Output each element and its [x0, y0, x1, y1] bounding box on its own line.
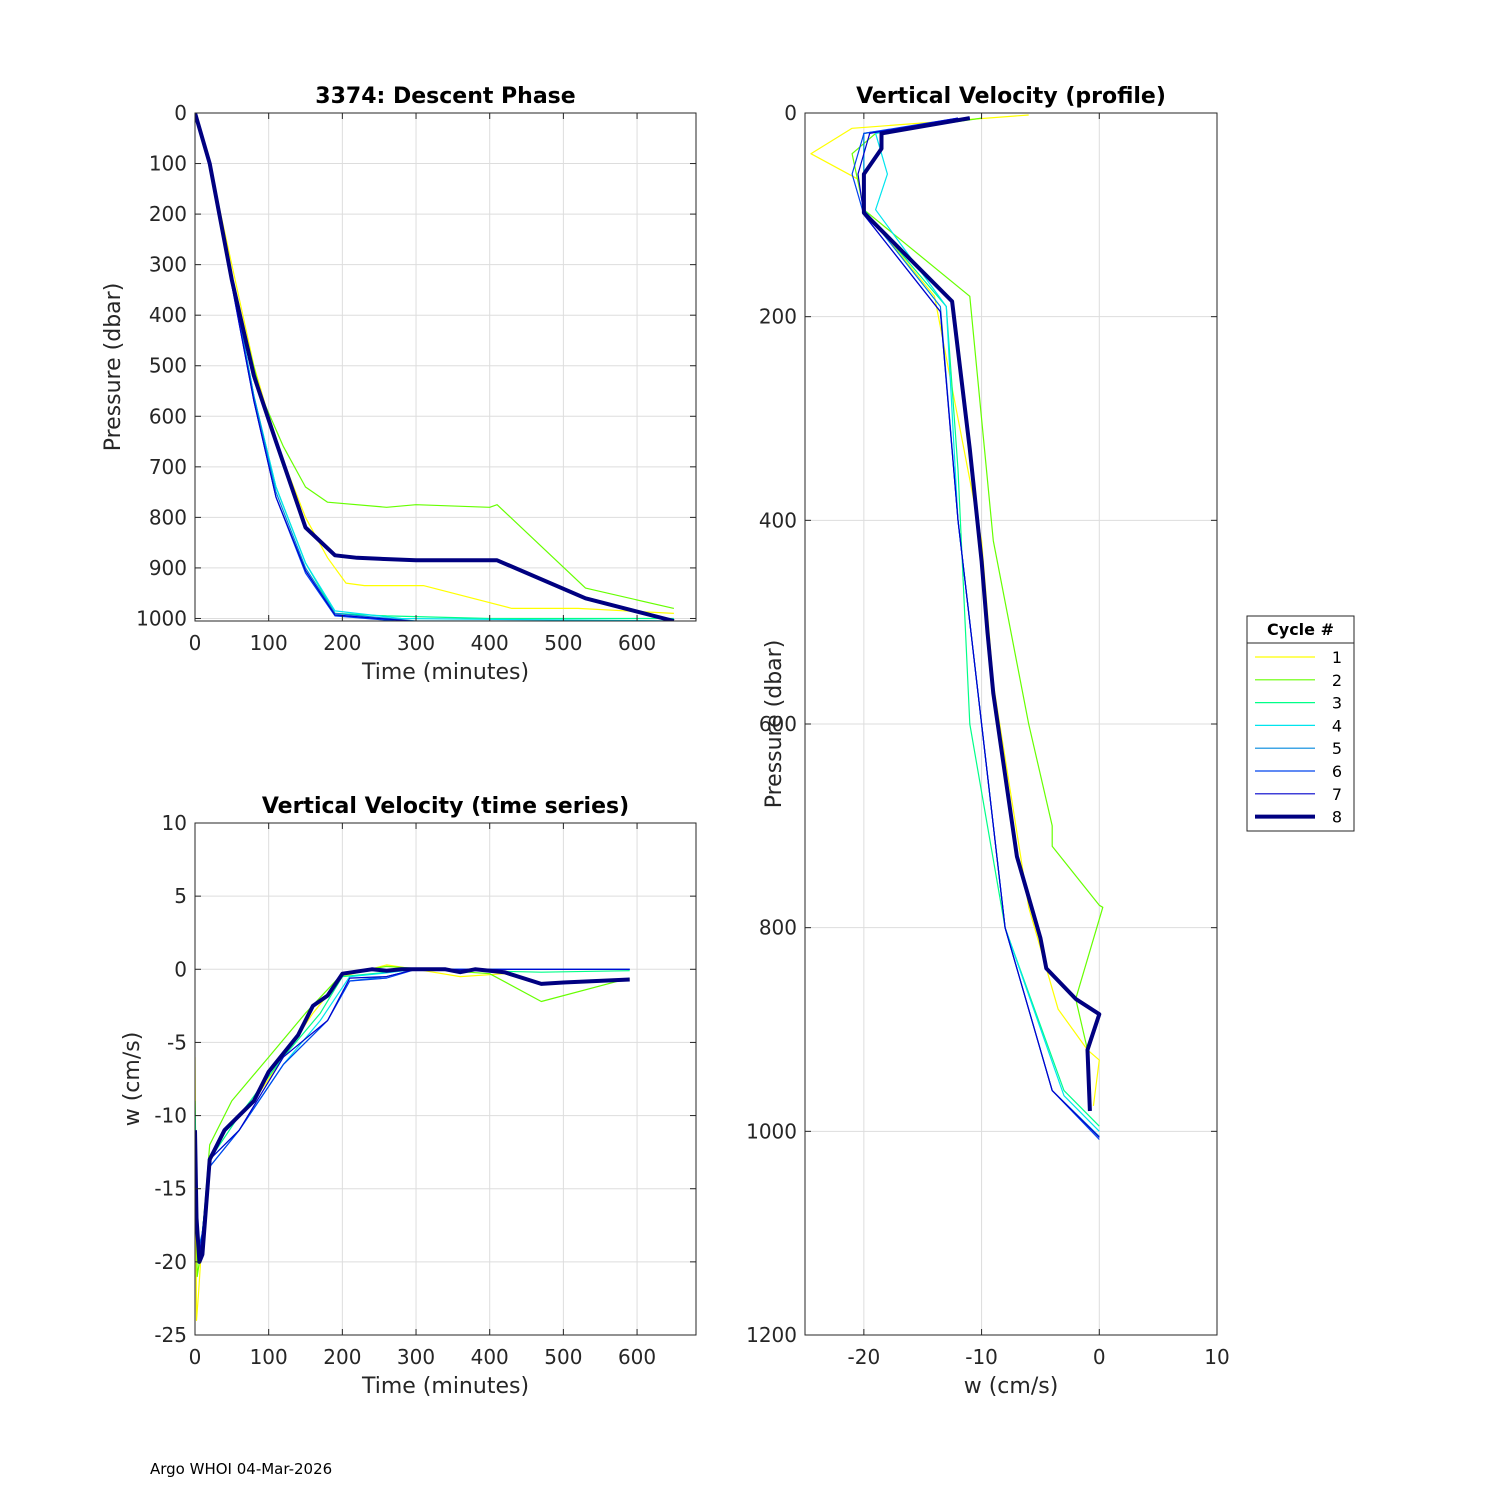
y-tick-label: 600	[759, 712, 797, 736]
y-tick-label: 800	[759, 916, 797, 940]
legend-label-cycle-7: 7	[1332, 785, 1342, 804]
y-tick-label: 1000	[746, 1119, 797, 1143]
y-tick-label: 0	[174, 101, 187, 125]
y-tick-label: 0	[174, 957, 187, 981]
legend-title: Cycle #	[1267, 620, 1334, 639]
x-tick-label: 500	[544, 1345, 582, 1369]
y-tick-label: 600	[149, 404, 187, 428]
x-tick-label: 600	[618, 631, 656, 655]
series-line-cycle-8	[861, 116, 1102, 1112]
axes-box	[194, 822, 697, 1336]
y-tick-label: 10	[162, 811, 187, 835]
x-axis-label: w (cm/s)	[964, 1374, 1059, 1399]
axes-box	[194, 112, 697, 622]
x-axis-label: Time (minutes)	[361, 660, 529, 685]
y-tick-label: -10	[154, 1104, 187, 1128]
y-tick-label: 400	[149, 303, 187, 327]
x-tick-label: 0	[189, 1345, 202, 1369]
series-line-cycle-8	[195, 113, 675, 621]
y-tick-label: 500	[149, 354, 187, 378]
legend-label-cycle-5: 5	[1332, 739, 1342, 758]
y-tick-label: 200	[149, 202, 187, 226]
cycle-legend: Cycle # 1 2 3 4 5 6 7 8	[1246, 615, 1355, 832]
x-tick-label: 300	[397, 631, 435, 655]
y-tick-label: -25	[154, 1323, 187, 1347]
y-tick-label: 800	[149, 505, 187, 529]
series-line-cycle-8	[195, 967, 630, 1264]
y-tick-label: 700	[149, 455, 187, 479]
x-tick-label: 500	[544, 631, 582, 655]
legend-label-cycle-2: 2	[1332, 671, 1342, 690]
series-line-cycle-2	[851, 117, 1104, 1051]
x-tick-label: 0	[1093, 1345, 1106, 1369]
y-tick-label: 900	[149, 556, 187, 580]
x-tick-label: -10	[965, 1345, 998, 1369]
plot-area	[195, 113, 696, 621]
footer-credit: Argo WHOI 04-Mar-2026	[150, 1460, 333, 1478]
x-tick-label: 600	[618, 1345, 656, 1369]
velocity-time-series-chart: 0 100 200 300 400 500 600 -25 -20 -15 -10 -5 0 5 10 Ver…	[120, 794, 697, 1399]
y-tick-label: 1000	[136, 606, 187, 630]
x-tick-label: 10	[1204, 1345, 1229, 1369]
y-tick-label: 5	[174, 884, 187, 908]
legend-box	[1246, 615, 1355, 832]
y-tick-label: 300	[149, 253, 187, 277]
y-tick-label: -5	[167, 1030, 187, 1054]
x-axis-label: Time (minutes)	[361, 1374, 529, 1399]
x-tick-label: 200	[323, 1345, 361, 1369]
y-tick-label: 200	[759, 305, 797, 329]
x-tick-label: 100	[250, 1345, 288, 1369]
x-tick-label: 0	[189, 631, 202, 655]
plot-area	[195, 823, 696, 1335]
x-tick-label: 100	[250, 631, 288, 655]
legend-label-cycle-1: 1	[1332, 648, 1342, 667]
y-axis-label: w (cm/s)	[120, 1032, 145, 1127]
y-axis-label: Pressure (dbar)	[101, 283, 126, 452]
chart-title: 3374: Descent Phase	[315, 84, 575, 109]
legend-label-cycle-3: 3	[1332, 694, 1342, 713]
y-tick-label: 1200	[746, 1323, 797, 1347]
x-tick-label: -20	[848, 1345, 881, 1369]
series-line-cycle-1	[810, 114, 1100, 1106]
x-tick-label: 400	[471, 1345, 509, 1369]
x-tick-label: 200	[323, 631, 361, 655]
chart-title: Vertical Velocity (profile)	[856, 84, 1166, 109]
series-line-cycle-7	[195, 968, 630, 1263]
series-group	[810, 114, 1104, 1140]
legend-label-cycle-8: 8	[1332, 808, 1342, 827]
legend-label-cycle-6: 6	[1332, 762, 1342, 781]
y-axis-label: Pressure (dbar)	[762, 640, 787, 809]
series-group	[195, 964, 630, 1322]
x-tick-label: 300	[397, 1345, 435, 1369]
y-tick-label: 400	[759, 508, 797, 532]
y-tick-label: 0	[784, 101, 797, 125]
descent-phase-chart: 0 100 200 300 400 500 600 0 100 200 300 400 500 600 70…	[101, 84, 697, 685]
x-tick-label: 400	[471, 631, 509, 655]
series-group	[195, 113, 675, 621]
series-line-cycle-1	[195, 113, 674, 614]
y-tick-label: -20	[154, 1250, 187, 1274]
y-tick-label: -15	[154, 1177, 187, 1201]
chart-title: Vertical Velocity (time series)	[262, 794, 629, 819]
legend-label-cycle-4: 4	[1332, 716, 1342, 735]
series-line-cycle-7	[857, 117, 1100, 1138]
y-tick-label: 100	[149, 152, 187, 176]
